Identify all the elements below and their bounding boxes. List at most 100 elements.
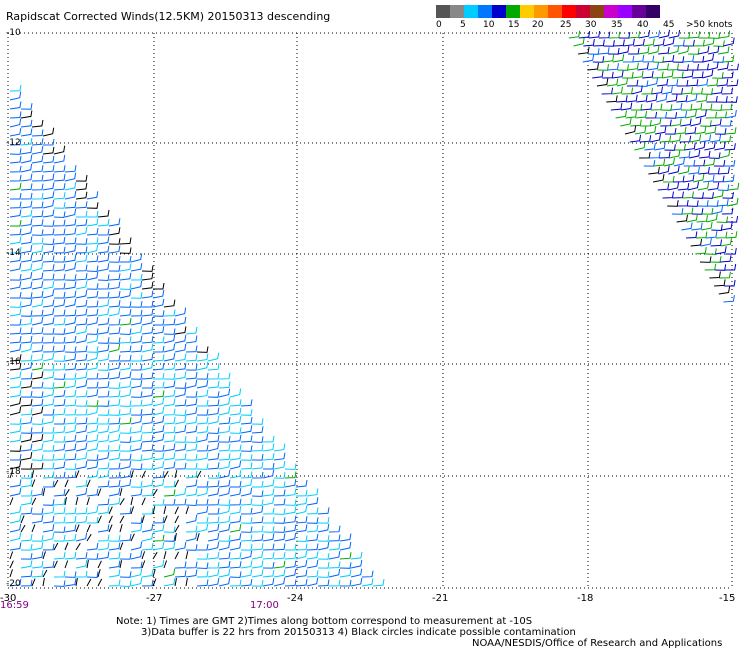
time-label: 17:00 — [250, 600, 279, 611]
wind-barb — [714, 264, 727, 271]
wind-barb — [662, 191, 674, 199]
wind-barb — [174, 533, 177, 542]
wind-barb — [86, 406, 99, 416]
wind-barb — [163, 480, 176, 488]
wind-barb — [240, 445, 253, 452]
wind-barb — [119, 371, 132, 380]
wind-barb — [163, 535, 176, 542]
wind-barb — [676, 79, 689, 87]
wind-barb — [53, 246, 66, 254]
wind-barb — [709, 256, 722, 263]
wind-barb — [9, 262, 22, 272]
wind-barb — [218, 388, 231, 398]
wind-barb — [97, 236, 110, 245]
wind-barb — [53, 489, 66, 497]
wind-barb — [185, 335, 198, 344]
wind-barb — [328, 551, 341, 560]
wind-barb — [20, 110, 33, 119]
wind-barb — [721, 222, 733, 231]
wind-barb — [163, 541, 176, 551]
wind-barb — [75, 238, 88, 245]
wind-barb — [719, 271, 731, 279]
wind-barb — [42, 127, 55, 137]
wind-barb — [612, 70, 624, 79]
wind-barb — [108, 354, 121, 362]
wind-barb — [578, 30, 591, 39]
wind-barb — [152, 534, 165, 542]
wind-barb — [97, 372, 110, 380]
wind-barb — [152, 569, 156, 578]
wind-barb — [152, 362, 165, 371]
wind-barb — [130, 425, 143, 434]
wind-barb — [75, 452, 88, 461]
wind-barb — [31, 155, 44, 164]
wind-barb — [86, 524, 91, 533]
wind-barb — [654, 126, 667, 135]
wind-barb — [64, 181, 77, 191]
wind-barb — [31, 309, 44, 317]
wind-barb — [196, 570, 209, 578]
wind-barb — [251, 490, 264, 497]
wind-barb — [196, 444, 209, 452]
wind-barb — [31, 479, 36, 488]
wind-barb — [108, 515, 113, 524]
wind-barb — [20, 254, 33, 263]
wind-barb — [711, 205, 724, 215]
wind-barb — [627, 62, 639, 71]
wind-barb — [75, 264, 88, 272]
wind-barb — [152, 488, 158, 497]
wind-barb — [613, 39, 625, 47]
wind-barb — [251, 516, 264, 524]
wind-barb — [130, 391, 143, 398]
wind-barb — [64, 399, 77, 407]
wind-barb — [185, 454, 198, 461]
wind-barb — [64, 479, 69, 488]
wind-barb — [86, 271, 99, 281]
wind-barb — [31, 418, 44, 425]
wind-barb — [75, 273, 88, 281]
wind-barb — [9, 487, 22, 497]
wind-barb — [174, 415, 187, 425]
wind-barb — [339, 562, 352, 569]
wind-barb — [588, 30, 601, 39]
wind-barb — [197, 543, 209, 551]
wind-barb — [718, 149, 731, 159]
wind-barb — [719, 255, 732, 263]
wind-barb — [141, 463, 154, 470]
wind-barb — [634, 141, 646, 151]
wind-barb — [75, 470, 80, 479]
wind-barb — [262, 453, 275, 461]
wind-barb — [20, 154, 33, 164]
wind-barb — [350, 577, 363, 587]
wind-barb — [273, 489, 286, 497]
wind-barb — [650, 117, 662, 127]
wind-barb — [31, 443, 44, 452]
wind-barb — [676, 95, 688, 103]
wind-barb — [9, 479, 22, 488]
wind-barb — [64, 298, 77, 308]
wind-barb — [727, 182, 740, 191]
wind-barb — [141, 389, 154, 398]
wind-barb — [108, 390, 121, 398]
lon-label: -15 — [719, 593, 736, 604]
wind-barb — [593, 39, 605, 47]
wind-barb — [306, 560, 319, 569]
wind-barb — [718, 167, 730, 175]
wind-barb — [10, 246, 22, 254]
wind-barb — [284, 488, 297, 497]
wind-barb — [31, 183, 44, 191]
wind-barb — [717, 62, 729, 71]
wind-barb — [86, 228, 99, 236]
wind-barb — [152, 578, 157, 587]
wind-barb — [711, 224, 723, 232]
legend-swatch — [506, 5, 520, 18]
wind-barb — [75, 507, 88, 515]
wind-barb — [43, 363, 55, 371]
wind-barb — [174, 343, 187, 353]
wind-barb — [97, 425, 110, 434]
wind-barb — [97, 274, 110, 282]
wind-barb — [130, 506, 135, 515]
wind-barb — [681, 222, 693, 231]
wind-barb — [9, 389, 22, 398]
wind-barb — [724, 279, 736, 287]
